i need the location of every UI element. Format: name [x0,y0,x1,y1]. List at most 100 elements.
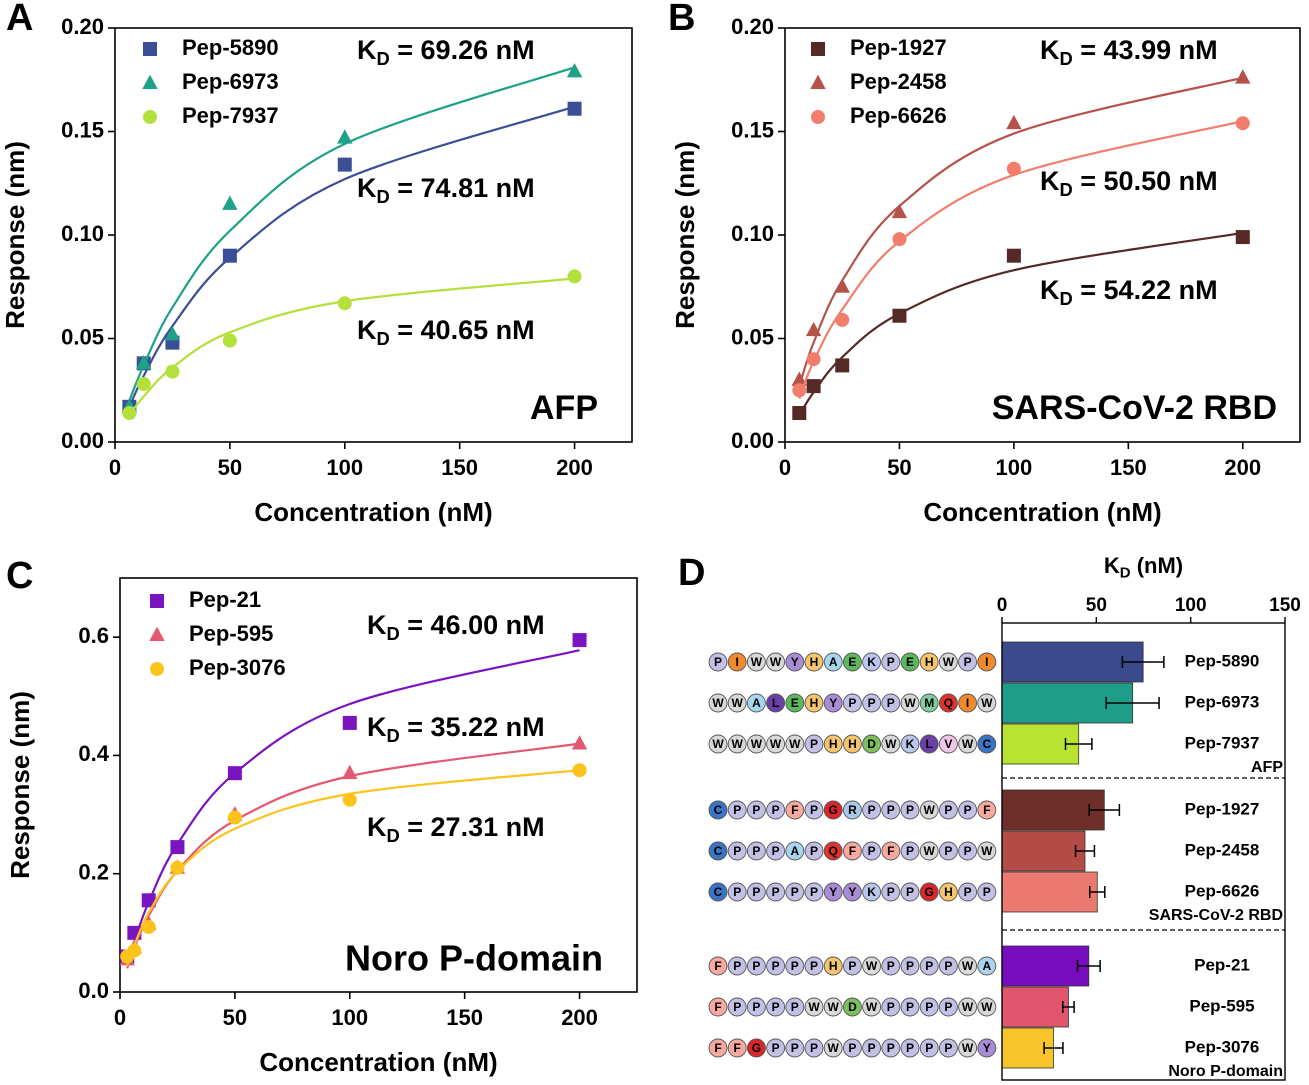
residue-circle [746,1038,766,1058]
x-tick-label: 100 [331,1005,368,1030]
residue-circle [823,734,843,754]
residue-letter: G [925,885,934,899]
residue-letter: A [790,844,799,858]
residue-letter: P [714,655,722,669]
legend-marker [143,42,157,56]
x-tick-label: 200 [556,455,593,480]
residue-circle [977,734,997,754]
residue-letter: P [772,803,780,817]
residue-circle [804,800,824,820]
residue-letter: W [962,737,974,751]
kd-annotation-tail: = 27.31 nM [400,812,545,842]
residue-letter: P [848,696,856,710]
x-tick-label: 100 [996,455,1033,480]
residue-letter: P [791,885,799,899]
data-point [572,763,587,778]
residue-circle [900,956,920,976]
residue-circle [977,693,997,713]
legend-marker [143,110,157,124]
x-axis-title-tail: (nM) [1131,553,1184,578]
residue-circle [804,693,824,713]
residue-letter: C [714,844,723,858]
residue-circle [785,841,805,861]
legend-label: Pep-2458 [850,69,947,94]
data-point [791,371,808,386]
residue-circle [958,997,978,1017]
fit-curve [126,769,580,967]
residue-circle [977,1038,997,1058]
data-point [337,129,353,144]
residue-circle [881,1038,901,1058]
x-axis-title-main: K [1104,553,1120,578]
residue-circle [900,841,920,861]
residue-circle [746,800,766,820]
residue-letter: W [962,959,974,973]
residue-letter: Y [848,885,856,899]
residue-circle [785,1038,805,1058]
residue-circle [823,800,843,820]
residue-letter: P [791,1000,799,1014]
residue-circle [881,997,901,1017]
x-axis-title-sub: D [1120,565,1131,582]
y-tick-label: 0.05 [61,324,104,349]
x-tick-label: 50 [887,455,911,480]
residue-letter: H [810,655,819,669]
category-label: Pep-7937 [1185,733,1260,752]
residue-letter: P [868,1041,876,1055]
residue-letter: G [752,1041,761,1055]
residue-letter: W [751,655,763,669]
residue-letter: I [985,655,988,669]
residue-circle [746,693,766,713]
data-point [164,325,181,341]
panel-label: B [668,0,695,39]
x-tick-label: 100 [1175,595,1207,616]
x-axis-title: KD (nM) [1104,553,1183,582]
residue-letter: W [789,737,801,751]
residue-letter: W [866,1000,878,1014]
residue-letter: P [733,959,741,973]
residue-letter: F [849,844,856,858]
residue-letter: P [944,803,952,817]
residue-circle [900,997,920,1017]
residue-circle [746,956,766,976]
residue-circle [977,956,997,976]
legend-marker [810,74,826,89]
residue-circle [842,841,862,861]
residue-letter: C [714,803,723,817]
y-tick-label: 0.05 [731,324,774,349]
residue-letter: P [964,803,972,817]
y-tick-label: 0.10 [731,221,774,246]
kd-annotation-main: K [1040,35,1060,65]
y-tick-label: 0.0 [78,978,109,1003]
kd-annotation-main: K [367,610,387,640]
x-tick-label: 0 [997,595,1008,616]
y-tick-label: 0.00 [61,428,104,453]
x-axis-title: Concentration (nM) [254,497,492,527]
residue-circle [958,882,978,902]
residue-letter: H [810,696,819,710]
residue-circle [766,734,786,754]
residue-circle [727,841,747,861]
residue-circle [746,997,766,1017]
residue-circle [766,693,786,713]
residue-letter: P [906,1000,914,1014]
residue-circle [900,652,920,672]
x-tick-label: 50 [218,455,242,480]
residue-letter: W [732,737,744,751]
residue-letter: Y [983,1041,991,1055]
error-bar [1064,738,1093,750]
residue-letter: W [962,1041,974,1055]
residue-circle [785,800,805,820]
residue-letter: P [868,696,876,710]
residue-circle [746,882,766,902]
data-point [170,840,185,855]
data-point [1006,114,1022,130]
residue-letter: A [829,655,838,669]
x-axis-title: Concentration (nM) [259,1047,497,1077]
data-point [835,358,850,373]
category-label: Pep-595 [1189,996,1254,1015]
data-point [572,633,587,648]
residue-letter: P [944,1041,952,1055]
residue-circle [938,956,958,976]
